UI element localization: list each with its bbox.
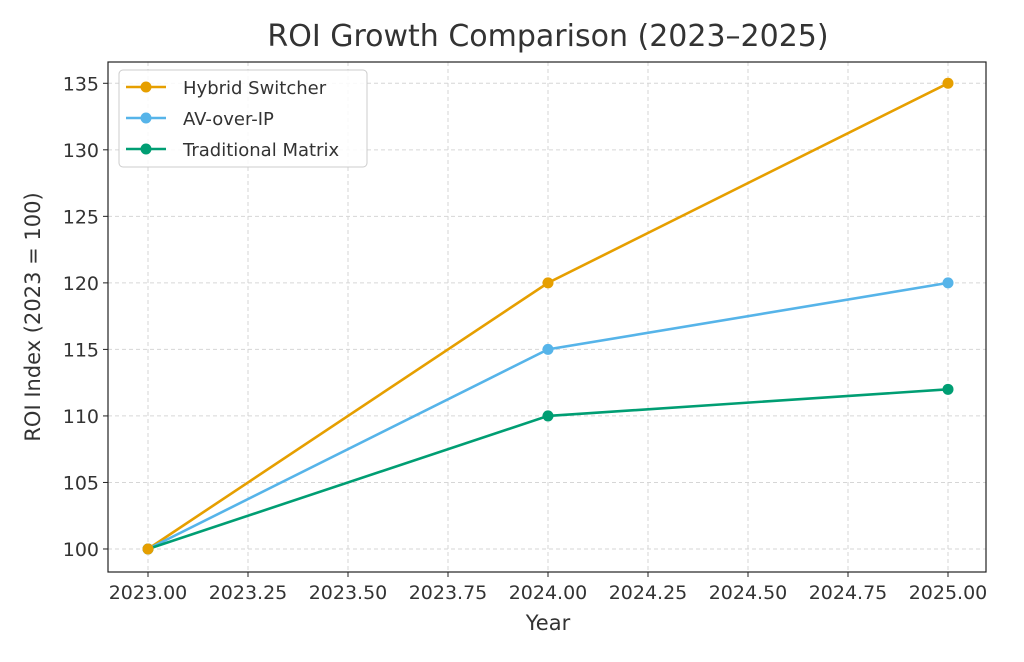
legend-marker — [140, 112, 152, 124]
y-tick-label: 115 — [63, 339, 99, 361]
legend-marker — [140, 81, 152, 93]
x-tick-label: 2024.75 — [809, 582, 888, 604]
y-tick-label: 120 — [63, 273, 99, 295]
legend-box — [118, 69, 368, 168]
x-tick-label: 2023.00 — [109, 582, 188, 604]
data-point-0 — [542, 277, 554, 289]
y-tick-label: 110 — [63, 406, 99, 428]
x-tick-label: 2024.00 — [509, 582, 588, 604]
data-point-2 — [942, 383, 954, 395]
x-tick-label: 2025.00 — [909, 582, 988, 604]
y-axis-label: ROI Index (2023 = 100) — [21, 192, 45, 441]
chart-title: ROI Growth Comparison (2023–2025) — [267, 19, 828, 54]
legend: Hybrid Switcher AV-over-IP Traditional Mat… — [118, 69, 368, 168]
data-point-1 — [542, 343, 554, 355]
series-lines — [142, 77, 954, 555]
y-tick-label: 125 — [63, 206, 99, 228]
data-point-2 — [542, 410, 554, 422]
plot-frame — [107, 61, 987, 573]
legend-label: Hybrid Switcher — [183, 78, 327, 99]
x-tick-label: 2024.50 — [709, 582, 788, 604]
data-point-0 — [142, 543, 154, 555]
x-tick-label: 2023.50 — [309, 582, 388, 604]
legend-label: AV-over-IP — [183, 109, 274, 130]
data-point-0 — [942, 77, 954, 89]
y-tick-label: 100 — [63, 539, 99, 561]
data-point-1 — [942, 277, 954, 289]
y-tick-label: 105 — [63, 472, 99, 494]
x-tick-label: 2023.75 — [409, 582, 488, 604]
legend-label: Traditional Matrix — [182, 140, 339, 161]
x-axis: 2023.00 2023.25 2023.50 2023.75 2024.00 2024.… — [109, 572, 988, 604]
x-tick-label: 2023.25 — [209, 582, 288, 604]
y-axis: 100 105 110 115 120 125 130 135 — [63, 73, 108, 561]
x-tick-label: 2024.25 — [609, 582, 688, 604]
y-tick-label: 135 — [63, 73, 99, 95]
x-axis-label: Year — [525, 611, 571, 635]
y-tick-label: 130 — [63, 140, 99, 162]
legend-marker — [140, 143, 152, 155]
